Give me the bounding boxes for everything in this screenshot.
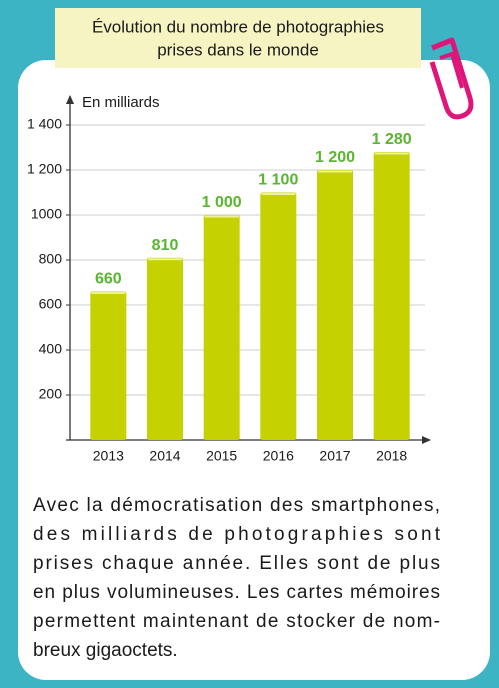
y-tick-label: 1 400 bbox=[27, 116, 62, 132]
bar bbox=[373, 152, 410, 440]
paperclip bbox=[439, 51, 464, 89]
chart-title: Évolution du nombre de photographies bbox=[92, 17, 384, 36]
axis-label: En milliards bbox=[82, 94, 160, 111]
x-tick-label: 2015 bbox=[206, 448, 237, 464]
paragraph-line: prises chaque année. Elles sont de plus bbox=[33, 553, 440, 574]
y-arrow bbox=[66, 95, 74, 104]
value-label: 660 bbox=[95, 271, 122, 288]
paragraph-line: breux gigaoctets. bbox=[33, 640, 178, 661]
y-tick-label: 200 bbox=[39, 386, 63, 402]
paragraph-line: en plus volumineuses. Les cartes mémoire… bbox=[33, 582, 440, 603]
plot: 200 400 600 800 1000 1 200 1 400 2013 660 2014 810… bbox=[27, 95, 431, 464]
y-tick-label: 1 200 bbox=[27, 161, 62, 177]
bar bbox=[317, 170, 353, 440]
y-tick-label: 400 bbox=[39, 341, 63, 357]
y-tick-label: 600 bbox=[39, 296, 63, 312]
x-tick-label: 2014 bbox=[149, 448, 180, 464]
y-tick-label: 800 bbox=[39, 251, 63, 267]
x-tick-label: 2018 bbox=[376, 448, 407, 464]
title-box bbox=[55, 8, 421, 68]
bar bbox=[90, 291, 127, 440]
value-label: 1 200 bbox=[315, 149, 355, 166]
paragraph-line: permettent maintenant de stocker de nom- bbox=[33, 611, 440, 632]
paragraph-line: Avec la démocratisation des smartphones, bbox=[33, 495, 440, 516]
value-label: 1 000 bbox=[202, 194, 242, 211]
paperclip bbox=[429, 37, 474, 120]
x-arrow bbox=[422, 436, 431, 444]
value-label: 810 bbox=[152, 237, 179, 254]
bar bbox=[147, 257, 183, 440]
chart-title: prises dans le monde bbox=[157, 40, 319, 59]
x-tick-label: 2013 bbox=[93, 448, 124, 464]
value-label: 1 100 bbox=[258, 172, 298, 189]
y-tick-label: 1000 bbox=[31, 206, 62, 222]
value-label: 1 280 bbox=[372, 131, 412, 148]
x-tick-label: 2016 bbox=[263, 448, 294, 464]
bar bbox=[260, 192, 297, 440]
bar bbox=[203, 215, 240, 440]
x-tick-label: 2017 bbox=[319, 448, 350, 464]
